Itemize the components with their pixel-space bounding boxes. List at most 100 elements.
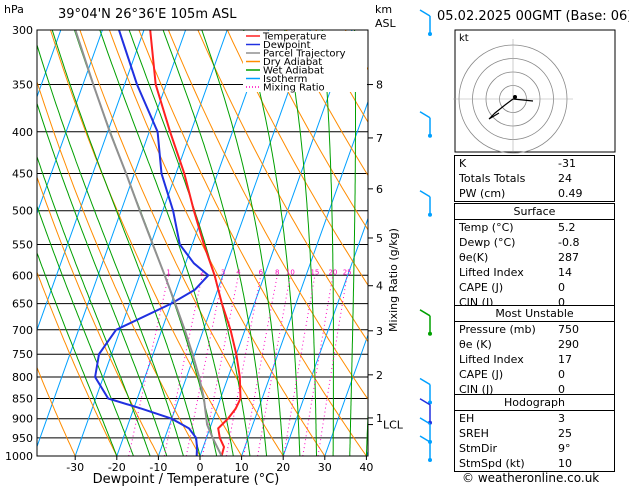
mixing-ratio-label: 10: [286, 268, 295, 276]
legend-entry: Dewpoint: [263, 40, 311, 51]
hodograph-stat-row: SREH 25: [455, 426, 614, 441]
hodograph-trace: [488, 98, 514, 120]
hodograph-stat-value: 25: [558, 427, 572, 440]
pressure-tick-label: 350: [12, 79, 33, 92]
surface-value: 14: [558, 266, 572, 279]
pressure-tick-label: 950: [12, 432, 33, 445]
most-unstable-value: 290: [558, 338, 579, 351]
most-unstable-row: θe (K) 290: [455, 337, 614, 352]
legend-entry: Temperature: [262, 32, 326, 43]
isotherm-line: [241, 100, 368, 456]
index-value: 0.49: [558, 187, 583, 200]
surface-value: -0.8: [558, 236, 580, 249]
index-value: -31: [558, 157, 576, 170]
height-km-label: 6: [376, 183, 383, 196]
lcl-label: LCL: [383, 419, 404, 432]
dry-adiabat-line: [167, 30, 368, 401]
height-km-label: 7: [376, 132, 383, 145]
x-tick-label: -20: [108, 461, 126, 474]
legend-entry: Wet Adiabat: [263, 66, 324, 77]
dry-adiabat-line: [108, 30, 326, 456]
wind-barb-flag: [419, 398, 431, 406]
wet-adiabat-line: [37, 204, 134, 456]
dry-adiabat-line: [256, 30, 368, 231]
pressure-tick-label: 800: [12, 371, 33, 384]
mixing-ratio-label: 8: [275, 268, 279, 276]
wet-adiabat-line: [37, 155, 151, 456]
isotherm-line: [157, 30, 311, 456]
wind-barb-flag: [419, 435, 431, 443]
wind-barb-flag: [419, 417, 431, 425]
storm-motion-marker: [513, 95, 517, 99]
most-unstable-label: CIN (J): [459, 383, 494, 396]
dry-adiabat-line: [285, 30, 368, 177]
series-dewpoint: [94, 30, 210, 456]
legend-entry: Parcel Trajectory: [263, 49, 346, 60]
mixing-ratio-label: 3: [221, 268, 225, 276]
hodograph-stat-row: EH 3: [455, 411, 614, 426]
x-tick-label: 40: [359, 461, 373, 474]
most-unstable-row: CIN (J) 0: [455, 382, 614, 397]
mixing-ratio-line: [163, 275, 203, 456]
most-unstable-label: Pressure (mb): [459, 323, 536, 336]
pressure-tick-label: 750: [12, 348, 33, 361]
wind-barb-dot: [428, 331, 432, 336]
wind-barb-flag: [419, 309, 431, 317]
pressure-tick-label: 300: [12, 24, 33, 37]
hodograph-stat-row: StmDir 9°: [455, 441, 614, 456]
surface-value: 5.2: [558, 221, 576, 234]
x-tick-label: 30: [318, 461, 332, 474]
most-unstable-row: CAPE (J) 0: [455, 367, 614, 382]
wind-barb-flag: [419, 190, 431, 198]
wind-barb-flag: [419, 9, 431, 17]
dry-adiabat-line: [197, 30, 368, 343]
indices-panel: K -31 Totals Totals 24 PW (cm) 0.49: [454, 155, 615, 202]
isotherm-line: [324, 333, 368, 456]
pressure-tick-label: 550: [12, 238, 33, 251]
most-unstable-title: Most Unstable: [455, 306, 614, 322]
isotherm-line: [116, 30, 270, 456]
dry-adiabat-line: [138, 30, 367, 456]
x-tick-label: -10: [149, 461, 167, 474]
y-axis-label: Mixing Ratio (g/kg): [387, 228, 400, 332]
surface-row: Dewp (°C) -0.8: [455, 235, 614, 250]
hodograph-stat-value: 9°: [558, 442, 571, 455]
surface-row: CAPE (J) 0: [455, 280, 614, 295]
hodograph-stat-value: 10: [558, 457, 572, 470]
height-km-label: 5: [376, 232, 383, 245]
valid-time: 05.02.2025 00GMT (Base: 06): [437, 9, 629, 24]
wind-barb-flag: [419, 377, 431, 386]
x-tick-label: 20: [276, 461, 290, 474]
most-unstable-label: CAPE (J): [459, 368, 504, 381]
most-unstable-panel: Most Unstable Pressure (mb) 750 θe (K) 290 L…: [454, 305, 615, 398]
plot-frame: [36, 29, 369, 457]
legend-entry: Mixing Ratio: [263, 83, 325, 94]
wet-adiabat-line: [349, 30, 356, 456]
mixing-ratio-label: 20: [328, 268, 337, 276]
mixing-ratio-line: [202, 275, 239, 456]
series-parcel-trajectory: [74, 30, 223, 456]
x-tick-label: 10: [235, 461, 249, 474]
surface-panel: Surface Temp (°C) 5.2 Dewp (°C) -0.8 θe(K) 28…: [454, 203, 615, 311]
surface-row: Lifted Index 14: [455, 265, 614, 280]
height-km-label: 1: [376, 412, 383, 425]
mixing-ratio-label: 15: [310, 268, 319, 276]
dry-adiabat-line: [37, 80, 201, 456]
mixing-ratio-line: [128, 275, 170, 456]
pressure-tick-label: 1000: [5, 450, 33, 463]
x-axis-label: Dewpoint / Temperature (°C): [93, 472, 280, 486]
height-km-label: 3: [376, 325, 383, 338]
hodograph-stat-label: EH: [459, 412, 475, 425]
mixing-ratio-line: [243, 275, 278, 456]
wet-adiabat-line: [51, 30, 201, 456]
pressure-tick-label: 900: [12, 413, 33, 426]
hodograph: kt: [453, 29, 616, 154]
dry-adiabat-line: [79, 30, 284, 456]
most-unstable-value: 750: [558, 323, 579, 336]
location-title: 39°04'N 26°36'E 105m ASL: [58, 7, 237, 22]
wet-adiabat-line: [99, 30, 234, 456]
wind-barb-flag: [419, 111, 431, 119]
height-km-label: 8: [376, 79, 383, 92]
series-temperature: [149, 30, 242, 456]
